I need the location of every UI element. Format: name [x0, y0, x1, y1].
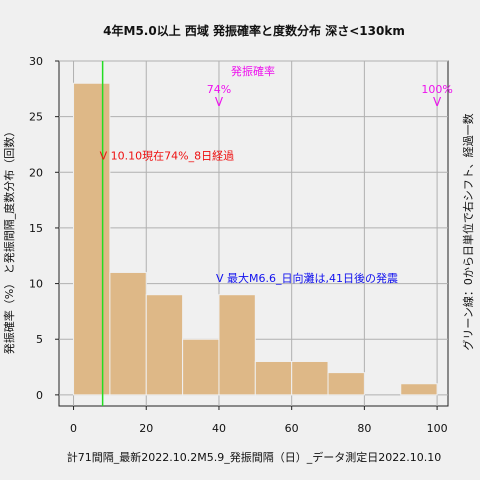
y-axis-label: 発振確率（%） と発振間隔_度数分布（回数） [2, 126, 16, 354]
histogram-bar [182, 338, 220, 396]
probability-label: 100% [421, 83, 452, 96]
x-tick-label: 0 [70, 422, 77, 435]
y-tick-label: 25 [29, 111, 43, 124]
right-axis-label: グリーン線：0から日単位で右シフト、経過一数 [461, 113, 475, 350]
annotation-text: V 10.10現在74%_8日経過 [100, 150, 234, 163]
probability-title: 発振確率 [231, 64, 275, 78]
x-tick-label: 40 [212, 422, 226, 435]
y-tick-label: 0 [36, 389, 43, 402]
x-axis-label: 計71間隔_最新2022.10.2M5.9_発振間隔（日）_データ測定日2022… [67, 450, 441, 464]
histogram-bar [145, 294, 184, 396]
x-tick-label: 80 [357, 422, 371, 435]
chart-title: 4年M5.0以上 西域 発振確率と度数分布 深さ<130km [103, 23, 405, 38]
probability-marker: V [215, 95, 224, 109]
x-tick-label: 100 [427, 422, 448, 435]
probability-label: 74% [207, 83, 231, 96]
histogram-bar [73, 82, 111, 396]
histogram-bar [254, 360, 293, 396]
y-tick-label: 20 [29, 166, 43, 179]
histogram-bar [218, 294, 256, 396]
histogram-bar [109, 271, 147, 396]
histogram-bars [73, 82, 438, 396]
histogram-bar [327, 372, 365, 396]
y-tick-label: 15 [29, 222, 43, 235]
y-tick-label: 5 [36, 333, 43, 346]
histogram-bar [400, 383, 438, 396]
histogram-bar [291, 360, 329, 396]
y-tick-label: 30 [29, 55, 43, 68]
annotation-text: V 最大M6.6_日向灘は,41日後の発震 [216, 271, 398, 285]
y-tick-label: 10 [29, 278, 43, 291]
probability-marker: V [433, 95, 442, 109]
axis-ticks: 0 20 40 60 80 100 0 5 10 15 20 25 30 [29, 55, 448, 435]
x-tick-label: 20 [139, 422, 153, 435]
x-tick-label: 60 [285, 422, 299, 435]
